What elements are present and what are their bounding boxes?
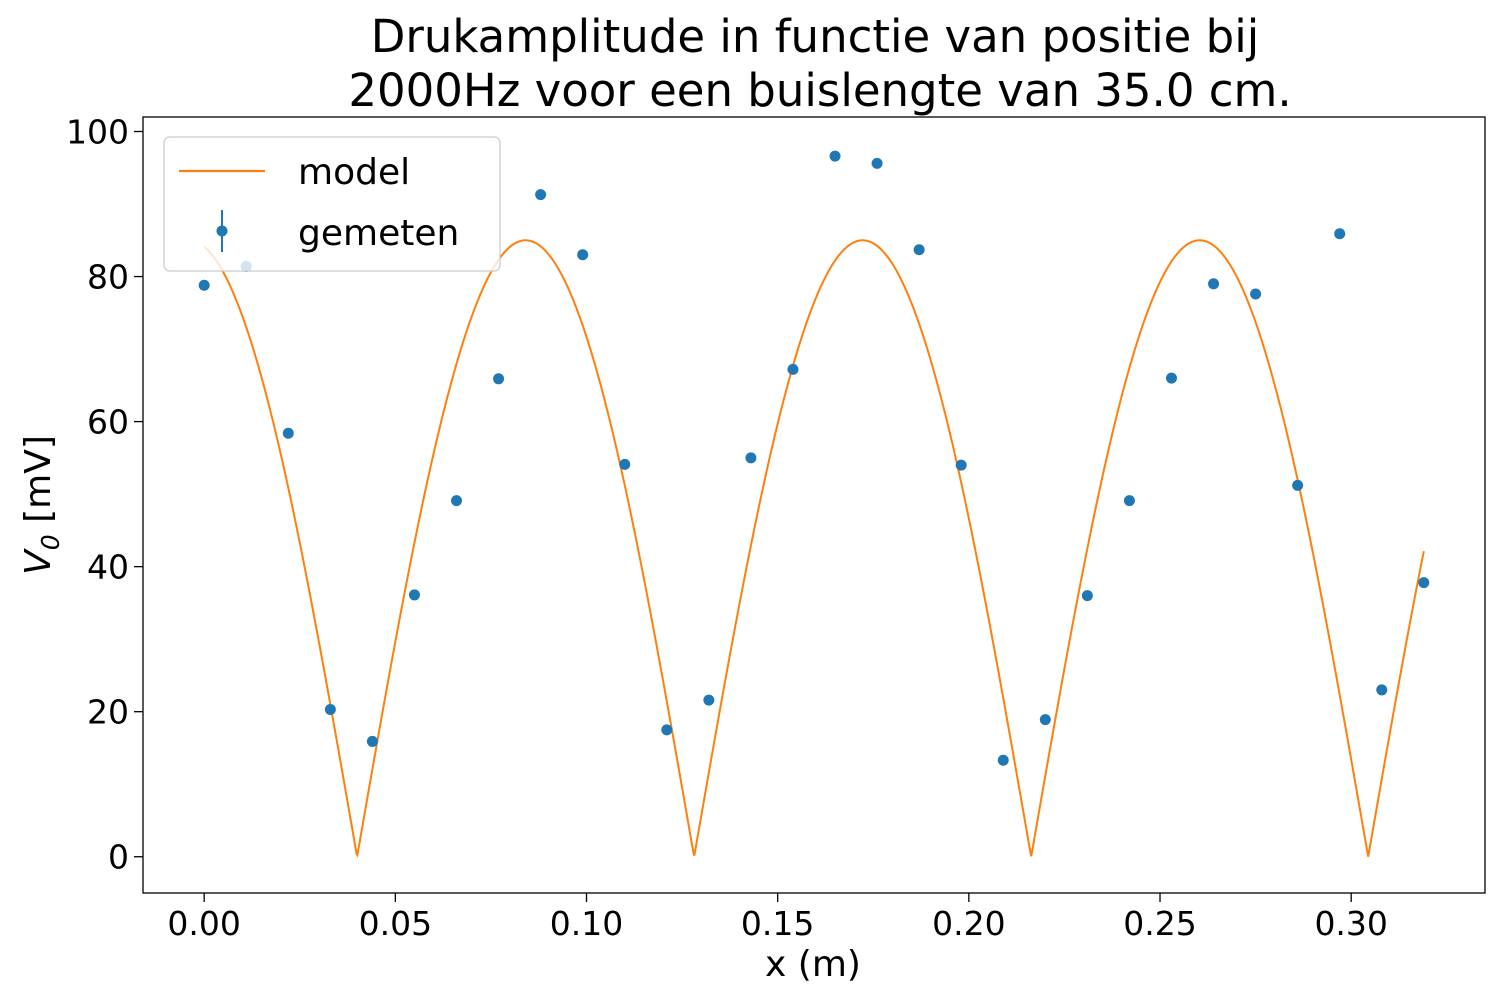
y-axis-label: V0 [mV] [18,435,65,575]
gemeten-point [493,373,505,385]
x-tick-label: 0.20 [932,904,1005,943]
y-tick-label: 20 [87,693,129,732]
y-tick-label: 100 [66,113,129,152]
gemeten-point [324,704,336,716]
gemeten-point [997,754,1009,766]
gemeten-point [913,244,925,256]
chart-title-line-2: 2000Hz voor een buislengte van 35.0 cm. [348,64,1291,117]
gemeten-point [1292,479,1304,491]
y-tick-label: 60 [87,403,129,442]
x-tick-label: 0.30 [1314,904,1387,943]
model-line [203,239,1425,858]
legend-gemeten-marker [216,225,228,237]
gemeten-point [703,694,715,706]
gemeten-point [198,279,210,291]
gemeten-point [787,363,799,375]
x-tick-label: 0.05 [359,904,432,943]
gemeten-point [408,589,420,601]
legend: model gemeten [163,136,501,272]
gemeten-point [1376,684,1388,696]
x-tick-label: 0.00 [167,904,240,943]
gemeten-point [1081,590,1093,602]
gemeten-point [619,458,631,470]
y-tick-label: 80 [87,258,129,297]
x-axis: 0.00 0.05 0.10 0.15 0.20 0.25 0.30 [167,893,1388,943]
y-tick-label: 0 [108,838,129,877]
chart-title-line-1: Drukamplitude in functie van positie bij [371,10,1260,63]
x-axis-label: x (m) [765,944,861,985]
gemeten-point [661,724,673,736]
x-tick-label: 0.25 [1123,904,1196,943]
gemeten-point [1165,372,1177,384]
legend-gemeten-label: gemeten [298,213,459,254]
gemeten-point [366,735,378,747]
gemeten-point [871,157,883,169]
y-axis-label-symbol: V [18,548,59,575]
x-tick-label: 0.15 [741,904,814,943]
gemeten-point [1250,288,1262,300]
gemeten-point [282,427,294,439]
gemeten-point [451,495,463,507]
y-tick-label: 40 [87,548,129,587]
legend-model-label: model [298,152,410,193]
gemeten-point [1123,495,1135,507]
gemeten-point [535,189,547,201]
gemeten-point [577,249,589,261]
gemeten-point [1334,228,1346,240]
gemeten-point [1418,577,1430,589]
gemeten-point [955,459,967,471]
gemeten-point [1039,714,1051,726]
gemeten-point [1208,278,1220,290]
plot-area [198,150,1430,858]
gemeten-point [745,452,757,464]
gemeten-point [829,150,841,162]
y-axis-label-unit: [mV] [18,435,59,534]
y-axis-label-subscript: 0 [36,534,65,550]
x-tick-label: 0.10 [550,904,623,943]
y-axis: 0 20 40 60 80 100 [66,113,143,877]
axes-frame [142,116,1486,894]
